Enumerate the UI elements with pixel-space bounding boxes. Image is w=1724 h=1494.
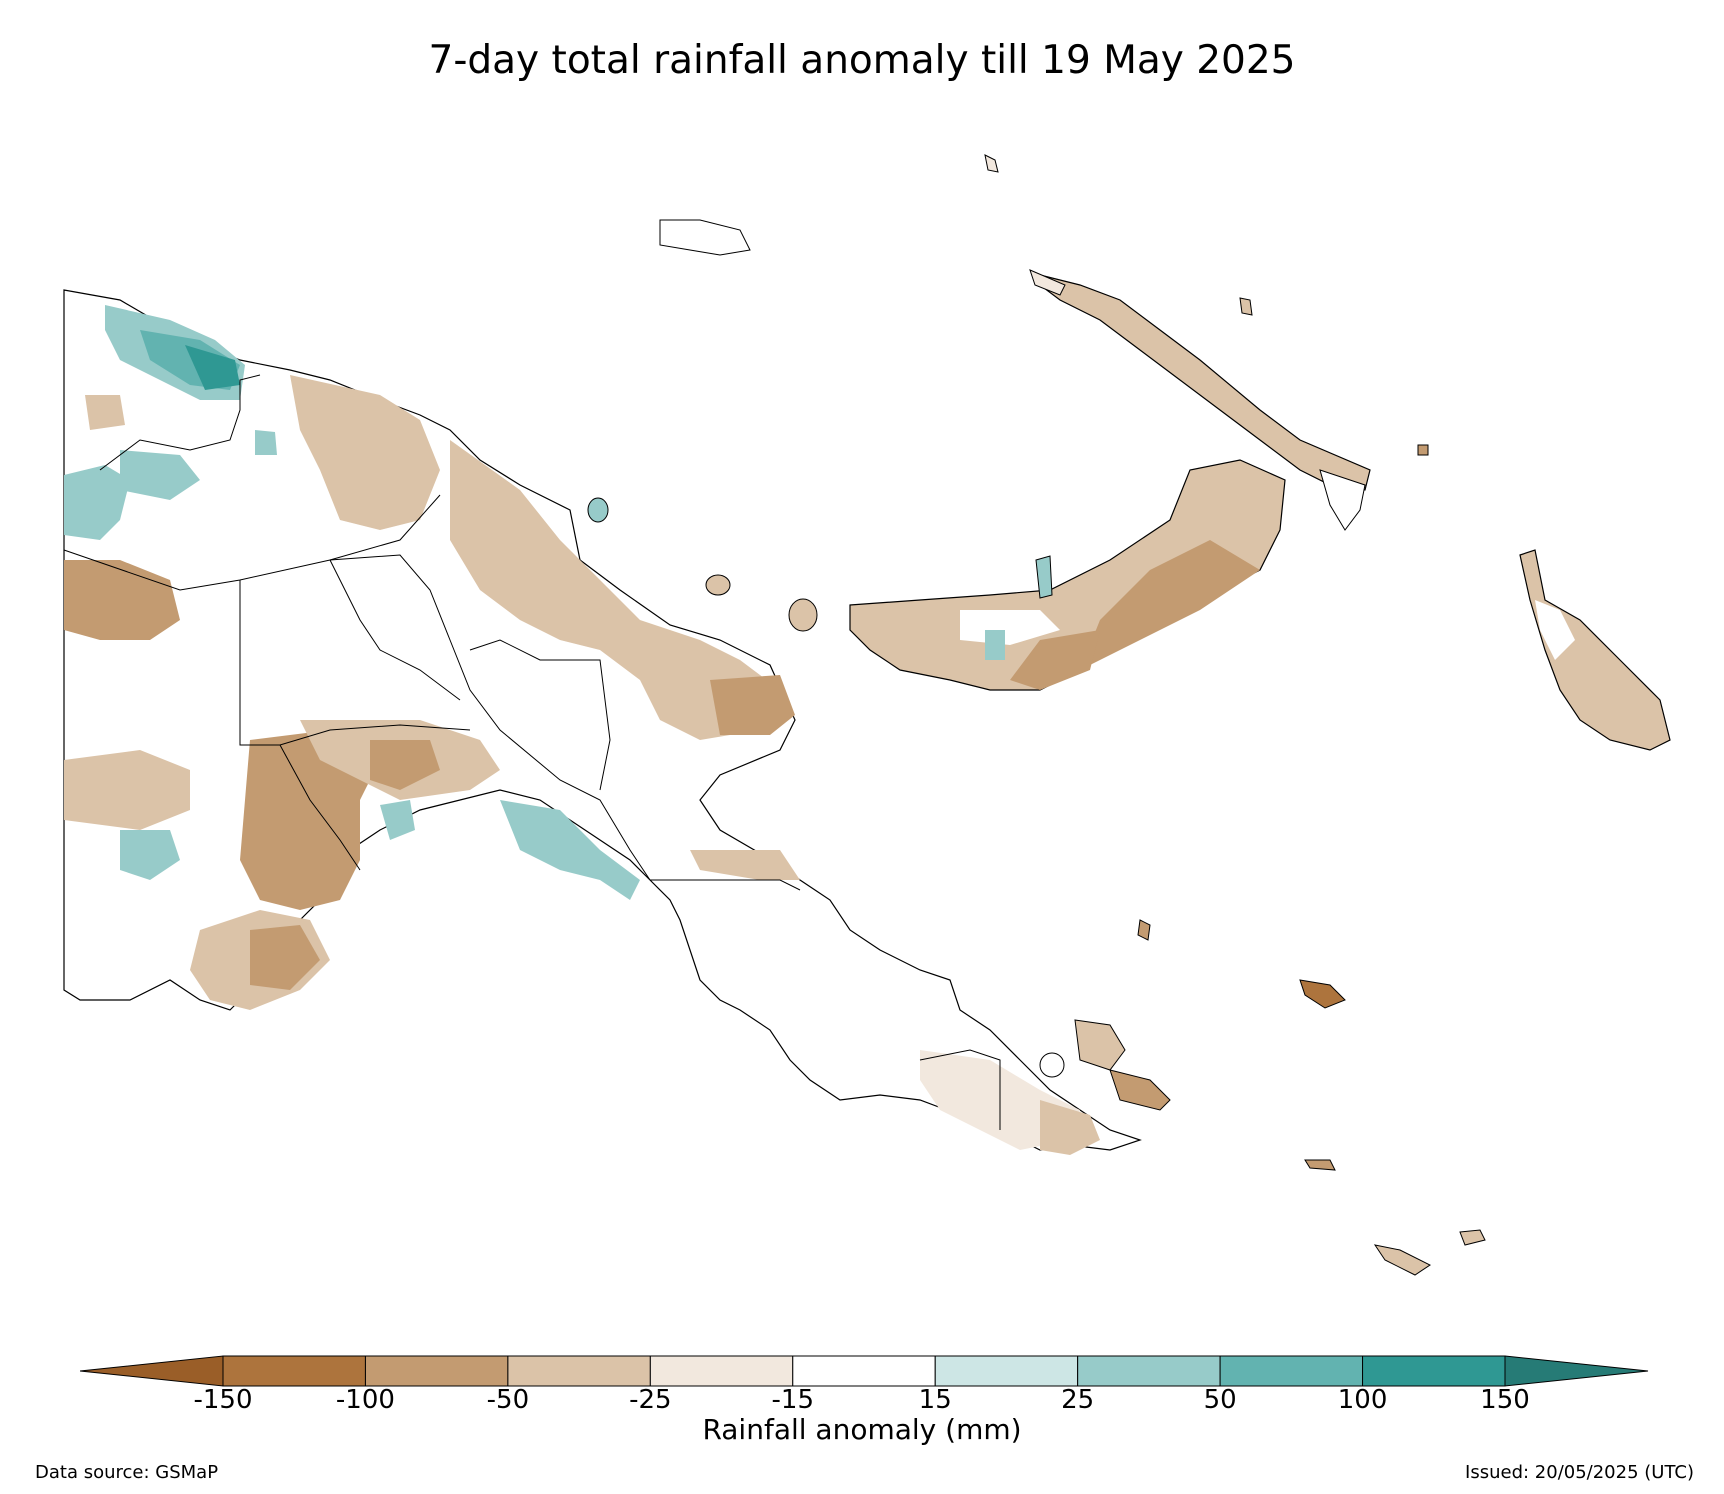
island [1373, 1244, 1431, 1276]
wet-area [255, 430, 277, 455]
island [587, 497, 609, 523]
dry-area [1040, 1100, 1100, 1155]
colorbar-segment [649, 1355, 794, 1387]
province-borders [63, 374, 1001, 1130]
dry-area [290, 375, 440, 530]
colorbar-extend-high [1504, 1355, 1649, 1387]
colorbar-segment [792, 1355, 936, 1387]
issued-date: Issued: 20/05/2025 (UTC) [1465, 1462, 1694, 1483]
wet-area [380, 800, 415, 840]
island [1417, 444, 1429, 456]
colorbar-tick-label: -50 [487, 1385, 529, 1410]
colorbar-segment [364, 1355, 509, 1387]
dry-area [690, 850, 800, 880]
mainland-landmass [63, 289, 1142, 1151]
island [1109, 1069, 1171, 1111]
colorbar-tick-label: -25 [629, 1385, 671, 1410]
island [1074, 1019, 1126, 1071]
wet-area [500, 800, 640, 900]
colorbar-tick-label: -15 [772, 1385, 814, 1410]
colorbar-tick-label: 100 [1338, 1385, 1388, 1410]
colorbar-tick-label: 50 [1204, 1385, 1237, 1410]
island [1035, 555, 1053, 599]
colorbar-segment [934, 1355, 1079, 1387]
colorbar: -150 -100 -50 -25 -15 15 25 50 100 150 [80, 1355, 1649, 1410]
dry-area [1010, 630, 1100, 690]
dry-area [240, 730, 380, 910]
colorbar-segments [80, 1355, 1649, 1387]
colorbar-segment [1219, 1355, 1364, 1387]
dry-area [85, 395, 125, 430]
dry-area [710, 675, 795, 735]
wet-area [120, 830, 180, 880]
map-title: 7-day total rainfall anomaly till 19 May… [428, 38, 1296, 83]
dry-area [64, 750, 190, 830]
colorbar-label: Rainfall anomaly (mm) [702, 1413, 1022, 1446]
rainfall-anomaly-map [63, 154, 1671, 1276]
colorbar-segment [507, 1355, 651, 1387]
island [1029, 269, 1066, 296]
dry-area [1080, 540, 1260, 670]
new-ireland-south-white [1319, 469, 1366, 531]
new-ireland [1039, 274, 1371, 491]
island [1459, 1229, 1486, 1246]
bougainville-white [1535, 600, 1575, 660]
colorbar-ticks: -150 -100 -50 -25 -15 15 25 50 100 150 [193, 1385, 1529, 1410]
colorbar-tick-label: 15 [919, 1385, 952, 1410]
colorbar-extend-low [80, 1355, 224, 1387]
island [1304, 1159, 1336, 1171]
island [1039, 1052, 1065, 1078]
mainland [63, 289, 1142, 1155]
colorbar-tick-label: -100 [336, 1385, 395, 1410]
dry-area [370, 740, 440, 790]
wet-area [64, 465, 130, 540]
island [984, 154, 999, 173]
colorbar-tick-label: 25 [1061, 1385, 1094, 1410]
island [1239, 297, 1253, 316]
colorbar-segment [1362, 1355, 1506, 1387]
island [1137, 919, 1151, 941]
wet-area [985, 630, 1005, 660]
dry-area [250, 925, 320, 990]
data-source: Data source: GSMaP [35, 1462, 219, 1483]
wet-area [120, 450, 200, 500]
new-britain [849, 459, 1286, 691]
island [788, 598, 818, 632]
colorbar-segment [222, 1355, 366, 1387]
colorbar-tick-label: -150 [193, 1385, 252, 1410]
small-islands [587, 154, 1486, 1276]
colorbar-tick-label: 150 [1480, 1385, 1530, 1410]
bougainville [1519, 549, 1671, 751]
island [1299, 979, 1346, 1009]
manus-island [659, 219, 751, 256]
colorbar-segment [1077, 1355, 1221, 1387]
island [705, 574, 731, 596]
dry-area [450, 440, 780, 740]
wet-area [185, 345, 240, 390]
